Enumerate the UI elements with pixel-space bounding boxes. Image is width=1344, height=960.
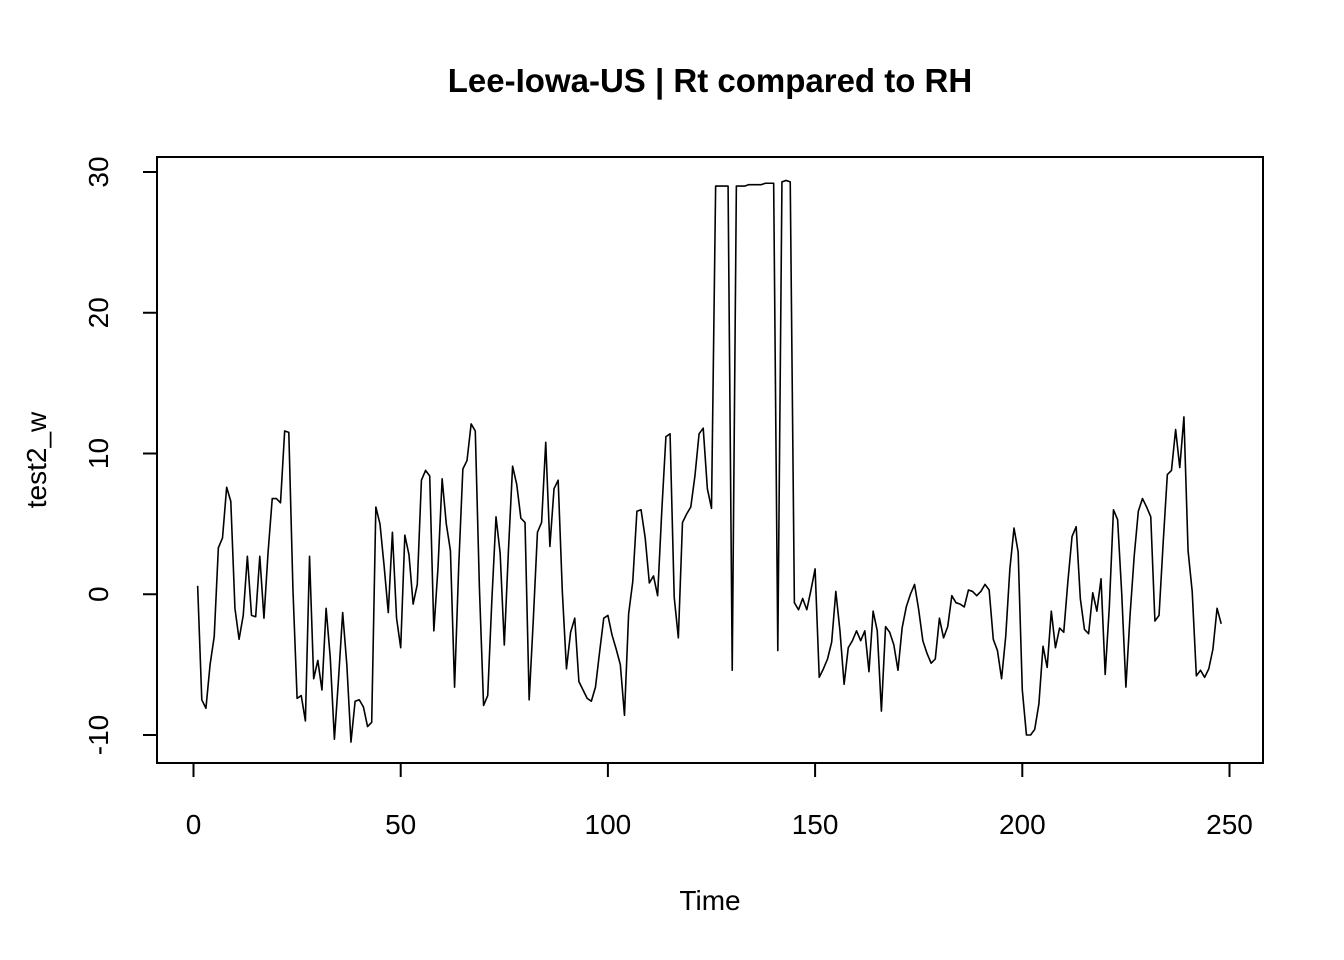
plot-frame: [156, 156, 1264, 764]
x-tick-label: 200: [999, 809, 1046, 840]
x-axis-label: Time: [679, 885, 740, 916]
x-tick-label: 250: [1206, 809, 1253, 840]
y-tick-label: -10: [83, 715, 114, 755]
chart-title: Lee-Iowa-US | Rt compared to RH: [448, 62, 972, 99]
y-axis: -10 0 10 20 30: [83, 156, 157, 755]
x-tick-label: 150: [792, 809, 839, 840]
y-tick-label: 20: [83, 297, 114, 328]
y-tick-label: 30: [83, 156, 114, 187]
x-tick-label: 100: [585, 809, 632, 840]
y-tick-label: 0: [83, 586, 114, 602]
y-axis-label: test2_w: [21, 411, 52, 508]
series-line: [196, 179, 1222, 743]
y-tick-label: 10: [83, 438, 114, 469]
x-tick-label: 0: [186, 809, 202, 840]
x-tick-label: 50: [385, 809, 416, 840]
x-axis: 0 50 100 150 200 250: [186, 763, 1253, 840]
